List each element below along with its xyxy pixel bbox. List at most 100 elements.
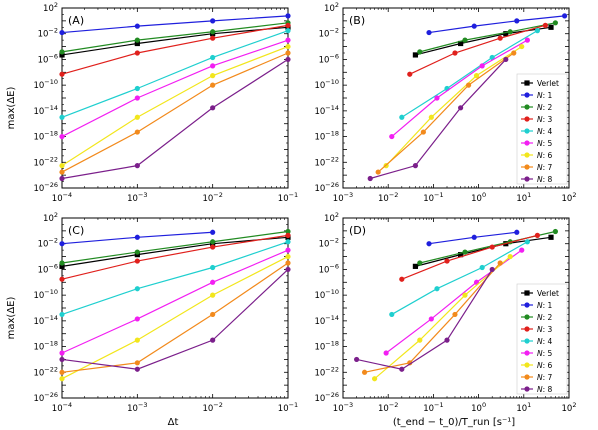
y-tick-label: 102	[43, 1, 58, 14]
data-point-marker	[285, 232, 291, 238]
legend-item: N: 5	[521, 139, 553, 148]
data-point-marker	[399, 366, 405, 372]
data-point-marker	[524, 37, 530, 43]
panel-tag: (B)	[349, 14, 365, 27]
data-point-marker	[524, 164, 530, 170]
data-point-marker	[458, 252, 464, 258]
y-tick-label: 10−18	[314, 130, 339, 143]
x-tick-label: 10−2	[378, 401, 398, 414]
y-tick-label: 102	[43, 211, 58, 224]
y-tick-label: 10−14	[314, 104, 339, 117]
data-point-marker	[59, 169, 65, 175]
data-point-marker	[471, 23, 477, 29]
x-tick-label: 102	[562, 191, 577, 204]
data-point-marker	[134, 234, 140, 240]
data-point-marker	[134, 114, 140, 120]
data-point-marker	[399, 114, 405, 120]
data-point-marker	[285, 260, 291, 266]
x-tick-label: 10−1	[423, 401, 443, 414]
series-line	[364, 262, 501, 373]
data-point-marker	[285, 50, 291, 56]
data-point-marker	[473, 73, 480, 79]
data-point-marker	[210, 18, 216, 24]
series-n-3	[399, 232, 541, 282]
legend-label: Verlet	[537, 79, 559, 88]
series-n-1	[59, 229, 216, 247]
data-point-marker	[489, 244, 495, 250]
series-line	[61, 262, 289, 373]
x-tick-label: 10−3	[127, 401, 147, 414]
y-tick-label: 10−22	[314, 365, 339, 378]
y-tick-label: 10−2	[319, 237, 339, 250]
data-point-marker	[285, 266, 291, 273]
data-point-marker	[444, 258, 450, 264]
y-tick-label: 10−26	[314, 391, 339, 404]
data-point-marker	[134, 50, 140, 56]
data-point-marker	[59, 163, 65, 169]
data-point-marker	[134, 249, 140, 255]
data-point-marker	[434, 95, 440, 101]
data-point-marker	[59, 114, 65, 120]
x-tick-label: 10−1	[278, 401, 298, 414]
data-point-marker	[452, 50, 458, 56]
series-n-6	[59, 253, 291, 382]
x-tick-label: 10−3	[127, 191, 147, 204]
data-point-marker	[542, 22, 548, 28]
series-n-4	[399, 28, 541, 120]
data-point-marker	[371, 376, 378, 382]
data-point-marker	[548, 24, 554, 30]
legend-item: N: 3	[521, 115, 553, 124]
data-point-marker	[552, 228, 558, 235]
legend-item: N: 2	[521, 313, 553, 322]
series-n-1	[426, 229, 520, 247]
data-point-marker	[210, 54, 216, 61]
y-tick-label: 10−6	[38, 262, 58, 275]
panel-tag: (C)	[68, 224, 84, 237]
series-line	[61, 58, 289, 180]
data-point-marker	[210, 292, 216, 298]
legend-label: N: 1	[537, 301, 553, 310]
data-point-marker	[59, 376, 65, 382]
y-tick-label: 10−22	[33, 365, 58, 378]
data-point-marker	[511, 50, 517, 56]
legend-label: N: 4	[537, 337, 553, 346]
series-line	[61, 15, 289, 34]
data-point-marker	[462, 37, 468, 43]
data-point-marker	[534, 232, 541, 238]
data-point-marker	[389, 133, 395, 140]
y-tick-label: 10−2	[38, 237, 58, 250]
data-point-marker	[210, 279, 216, 285]
data-point-marker	[375, 169, 381, 175]
x-tick-label: 100	[471, 401, 486, 414]
legend-item: N: 2	[521, 103, 553, 112]
x-axis-label-left: Δt	[168, 417, 179, 428]
y-axis-label-top: max(ΔE)	[6, 87, 17, 130]
plot-frame	[61, 217, 289, 399]
legend: Verlet N: 1 N: 2 N: 3 N: 4 N: 5 N: 6 N: 7 N: 8	[516, 73, 568, 185]
series-n-7	[59, 260, 291, 375]
y-tick-label: 10−2	[319, 27, 339, 40]
legend-item: N: 1	[521, 91, 553, 100]
series-n-1	[426, 13, 568, 36]
data-point-marker	[59, 369, 65, 375]
panel-tag: (D)	[349, 224, 366, 237]
data-point-marker	[417, 337, 423, 343]
series-line	[61, 256, 289, 380]
series-n-5	[389, 37, 530, 140]
data-point-marker	[524, 140, 530, 146]
data-point-marker	[285, 56, 291, 63]
data-point-marker	[420, 129, 426, 135]
data-point-marker	[524, 104, 530, 110]
data-point-marker	[426, 241, 432, 247]
series-line	[61, 39, 289, 138]
series-n-8	[59, 56, 291, 182]
series-n-8	[354, 266, 495, 372]
data-point-marker	[524, 290, 530, 296]
panel-tag: (A)	[68, 14, 84, 27]
data-point-marker	[361, 369, 368, 375]
data-point-marker	[59, 263, 65, 269]
y-axis-label-bottom: max(ΔE)	[6, 297, 17, 340]
series-line	[61, 236, 289, 267]
legend-label: N: 8	[537, 175, 553, 184]
